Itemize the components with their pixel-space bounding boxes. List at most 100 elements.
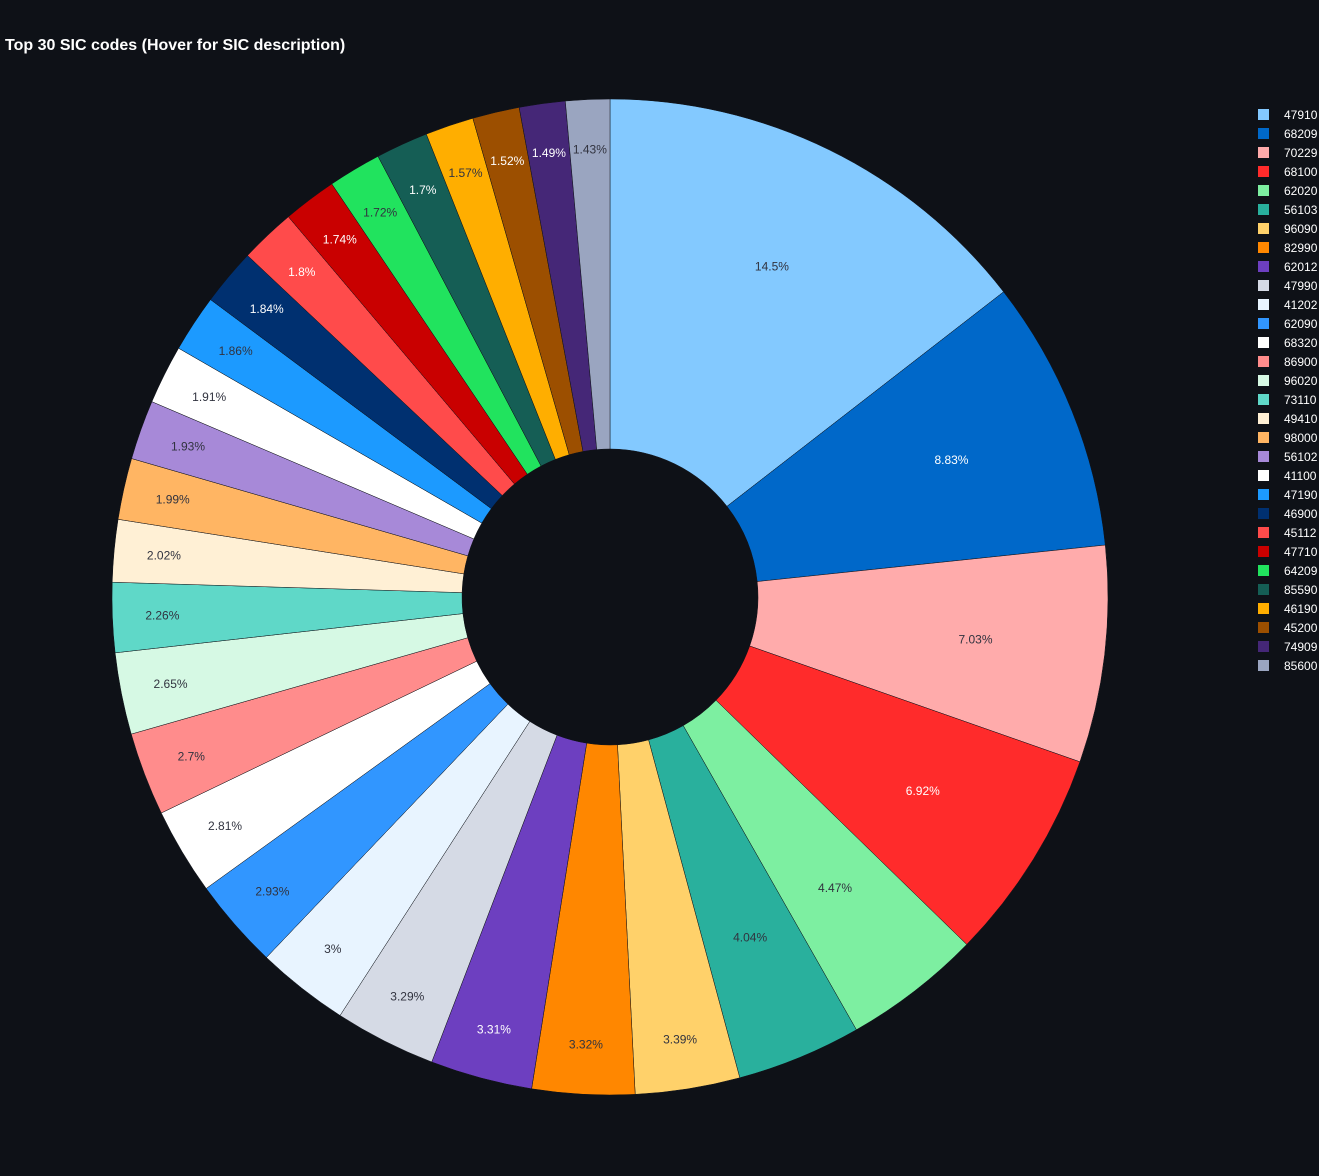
donut-slices	[111, 98, 1109, 1096]
legend-item-68320[interactable]: 68320	[1258, 336, 1318, 350]
legend-swatch	[1258, 109, 1269, 120]
legend-item-73110[interactable]: 73110	[1258, 393, 1317, 407]
legend-swatch	[1258, 527, 1269, 538]
slice-label-49410: 2.02%	[147, 548, 181, 562]
legend-item-85590[interactable]: 85590	[1258, 583, 1318, 597]
legend-item-56103[interactable]: 56103	[1258, 203, 1318, 217]
legend-item-46190[interactable]: 46190	[1258, 602, 1318, 616]
legend-label: 47710	[1284, 545, 1318, 559]
slice-label-73110: 2.26%	[145, 609, 179, 623]
slice-label-98000: 1.99%	[156, 493, 190, 507]
legend-item-98000[interactable]: 98000	[1258, 431, 1318, 445]
legend-swatch	[1258, 394, 1269, 405]
legend-item-47910[interactable]: 47910	[1258, 108, 1318, 122]
legend-item-45200[interactable]: 45200	[1258, 621, 1318, 635]
legend-swatch	[1258, 603, 1269, 614]
legend-item-46900[interactable]: 46900	[1258, 507, 1318, 521]
slice-label-68320: 2.81%	[208, 819, 242, 833]
legend-swatch	[1258, 413, 1269, 424]
slice-label-46190: 1.57%	[448, 166, 482, 180]
legend-swatch	[1258, 280, 1269, 291]
legend-label: 85590	[1284, 583, 1318, 597]
legend-label: 46190	[1284, 602, 1318, 616]
legend-item-96020[interactable]: 96020	[1258, 374, 1318, 388]
legend-item-82990[interactable]: 82990	[1258, 241, 1318, 255]
legend-item-62090[interactable]: 62090	[1258, 317, 1318, 331]
slice-label-56102: 1.93%	[171, 440, 205, 454]
legend-swatch	[1258, 147, 1269, 158]
legend-label: 82990	[1284, 241, 1318, 255]
slice-label-47910: 14.5%	[755, 260, 789, 274]
slice-label-47710: 1.74%	[323, 233, 357, 247]
legend-label: 47910	[1284, 108, 1318, 122]
legend-label: 68209	[1284, 127, 1318, 141]
legend-swatch	[1258, 223, 1269, 234]
slice-label-64209: 1.72%	[363, 205, 397, 219]
legend-label: 64209	[1284, 564, 1318, 578]
legend: 47910 68209 70229 68100 62020 56103 96090 82990…	[1258, 108, 1318, 673]
slice-label-47990: 3.29%	[390, 990, 424, 1004]
legend-swatch	[1258, 622, 1269, 633]
legend-label: 49410	[1284, 412, 1318, 426]
legend-swatch	[1258, 375, 1269, 386]
legend-label: 47990	[1284, 279, 1318, 293]
slice-label-82990: 3.32%	[569, 1037, 603, 1051]
legend-swatch	[1258, 166, 1269, 177]
slice-label-68209: 8.83%	[934, 453, 968, 467]
legend-item-41100[interactable]: 41100	[1258, 469, 1317, 483]
slice-85600[interactable]	[565, 98, 611, 450]
legend-label: 68320	[1284, 336, 1318, 350]
legend-item-86900[interactable]: 86900	[1258, 355, 1318, 369]
legend-item-56102[interactable]: 56102	[1258, 450, 1318, 464]
legend-label: 68100	[1284, 165, 1318, 179]
legend-swatch	[1258, 128, 1269, 139]
legend-swatch	[1258, 565, 1269, 576]
slice-label-62012: 3.31%	[477, 1023, 511, 1037]
legend-label: 62020	[1284, 184, 1318, 198]
legend-label: 47190	[1284, 488, 1318, 502]
slice-68100[interactable]	[715, 645, 1081, 945]
legend-item-68209[interactable]: 68209	[1258, 127, 1318, 141]
slice-label-68100: 6.92%	[906, 784, 940, 798]
legend-label: 73110	[1284, 393, 1317, 407]
legend-label: 41202	[1284, 298, 1318, 312]
legend-swatch	[1258, 641, 1269, 652]
legend-item-62020[interactable]: 62020	[1258, 184, 1318, 198]
legend-swatch	[1258, 356, 1269, 367]
legend-item-68100[interactable]: 68100	[1258, 165, 1318, 179]
chart-title: Top 30 SIC codes (Hover for SIC descript…	[5, 37, 345, 54]
legend-item-47710[interactable]: 47710	[1258, 545, 1318, 559]
slice-label-41100: 1.91%	[192, 390, 226, 404]
legend-swatch	[1258, 261, 1269, 272]
legend-label: 62090	[1284, 317, 1318, 331]
legend-swatch	[1258, 660, 1269, 671]
slice-label-62090: 2.93%	[255, 884, 289, 898]
legend-item-74909[interactable]: 74909	[1258, 640, 1318, 654]
legend-swatch	[1258, 242, 1269, 253]
legend-item-49410[interactable]: 49410	[1258, 412, 1318, 426]
legend-label: 56102	[1284, 450, 1318, 464]
legend-swatch	[1258, 185, 1269, 196]
legend-item-41202[interactable]: 41202	[1258, 298, 1318, 312]
legend-swatch	[1258, 546, 1269, 557]
legend-label: 74909	[1284, 640, 1318, 654]
legend-label: 56103	[1284, 203, 1318, 217]
legend-item-70229[interactable]: 70229	[1258, 146, 1318, 160]
legend-swatch	[1258, 470, 1269, 481]
slice-label-85590: 1.7%	[409, 183, 437, 197]
legend-item-45112[interactable]: 45112	[1258, 526, 1317, 540]
legend-item-64209[interactable]: 64209	[1258, 564, 1318, 578]
legend-label: 62012	[1284, 260, 1318, 274]
legend-label: 96090	[1284, 222, 1318, 236]
slice-label-47190: 1.86%	[219, 344, 253, 358]
legend-item-47990[interactable]: 47990	[1258, 279, 1318, 293]
legend-item-47190[interactable]: 47190	[1258, 488, 1318, 502]
legend-item-85600[interactable]: 85600	[1258, 659, 1318, 673]
slice-47910[interactable]	[609, 98, 1004, 507]
legend-item-62012[interactable]: 62012	[1258, 260, 1318, 274]
legend-label: 86900	[1284, 355, 1318, 369]
slice-label-62020: 4.47%	[818, 881, 852, 895]
slice-68209[interactable]	[726, 291, 1106, 582]
legend-item-96090[interactable]: 96090	[1258, 222, 1318, 236]
slice-70229[interactable]	[749, 544, 1109, 763]
